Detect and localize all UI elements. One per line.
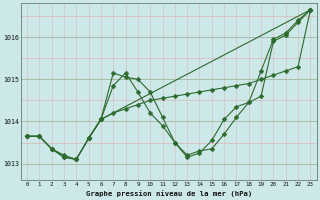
X-axis label: Graphe pression niveau de la mer (hPa): Graphe pression niveau de la mer (hPa) — [85, 190, 252, 197]
